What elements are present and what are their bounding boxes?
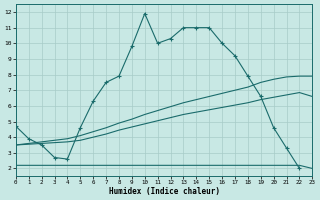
X-axis label: Humidex (Indice chaleur): Humidex (Indice chaleur) — [108, 187, 220, 196]
